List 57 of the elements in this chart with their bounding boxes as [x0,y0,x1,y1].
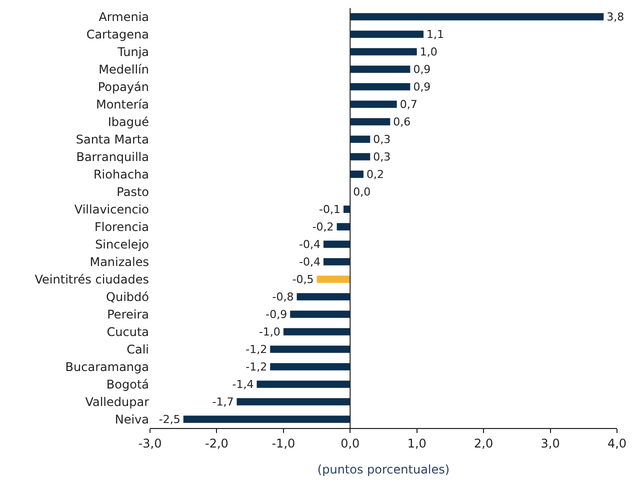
data-label: -1,2 [246,360,268,374]
x-tick-label: 2,0 [474,436,494,450]
y-tick-label: Villavicencio [74,202,149,216]
data-label: -0,4 [298,255,320,268]
y-tick-label: Riohacha [93,167,149,182]
y-tick-label: Medellín [98,62,149,76]
x-tick-label: -2,0 [205,436,228,450]
data-label: 0,7 [400,98,418,111]
y-tick-label: Neiva [114,412,149,426]
data-label: 0,0 [353,185,371,198]
y-tick-label: Tunja [116,44,149,59]
data-label: -0,2 [312,220,334,234]
data-label: 1,0 [420,45,438,58]
data-label: -1,4 [232,378,254,391]
data-label: -2,5 [158,412,180,426]
y-tick-label: Manizales [90,254,149,269]
y-tick-label: Bogotá [106,377,149,392]
data-label: 1,1 [426,28,444,41]
data-label: 0,6 [393,115,411,128]
y-tick-label: Cartagena [86,27,149,42]
y-tick-label: Popayán [98,80,149,94]
y-tick-label: Quibdó [106,290,149,304]
data-label: -1,0 [258,325,280,338]
data-label: -0,9 [266,308,288,321]
y-tick-label: Santa Marta [76,132,149,146]
x-tick-label: 3,0 [540,436,560,450]
data-label: 3,8 [606,10,624,24]
y-tick-label: Pereira [107,307,149,322]
y-tick-label: Armenia [98,10,149,24]
x-axis-title: (puntos porcentuales) [317,462,450,476]
data-label: -1,2 [246,342,268,356]
data-label: 0,3 [373,150,391,164]
y-tick-label: Valledupar [85,394,150,409]
x-tick-label: -3,0 [138,436,162,450]
data-label: -0,5 [292,272,314,286]
data-label: -0,4 [298,238,320,251]
data-label: 0,9 [413,62,431,76]
y-tick-label: Bucaramanga [65,360,149,374]
data-label: -0,8 [272,290,294,304]
data-label: -0,1 [319,202,340,216]
y-tick-label: Pasto [116,184,149,199]
x-tick-label: 4,0 [607,436,627,450]
y-tick-label: Ibagué [108,114,149,129]
x-tick-label: 0,0 [340,436,360,450]
x-tick-label: -1,0 [272,436,296,450]
x-tick-label: 1,0 [407,436,426,450]
data-label: -1,7 [212,395,234,408]
y-tick-label: Montería [96,97,149,112]
y-tick-label: Cali [126,342,149,356]
y-tick-label: Veintitrés ciudades [34,272,149,286]
data-label: 0,9 [413,80,431,94]
y-tick-label: Barranquilla [76,150,149,164]
y-tick-label: Cucuta [106,324,149,339]
data-label: 0,2 [366,168,384,181]
y-tick-label: Florencia [94,220,149,234]
y-tick-label: Sincelejo [95,237,149,252]
data-label: 0,3 [373,132,391,146]
